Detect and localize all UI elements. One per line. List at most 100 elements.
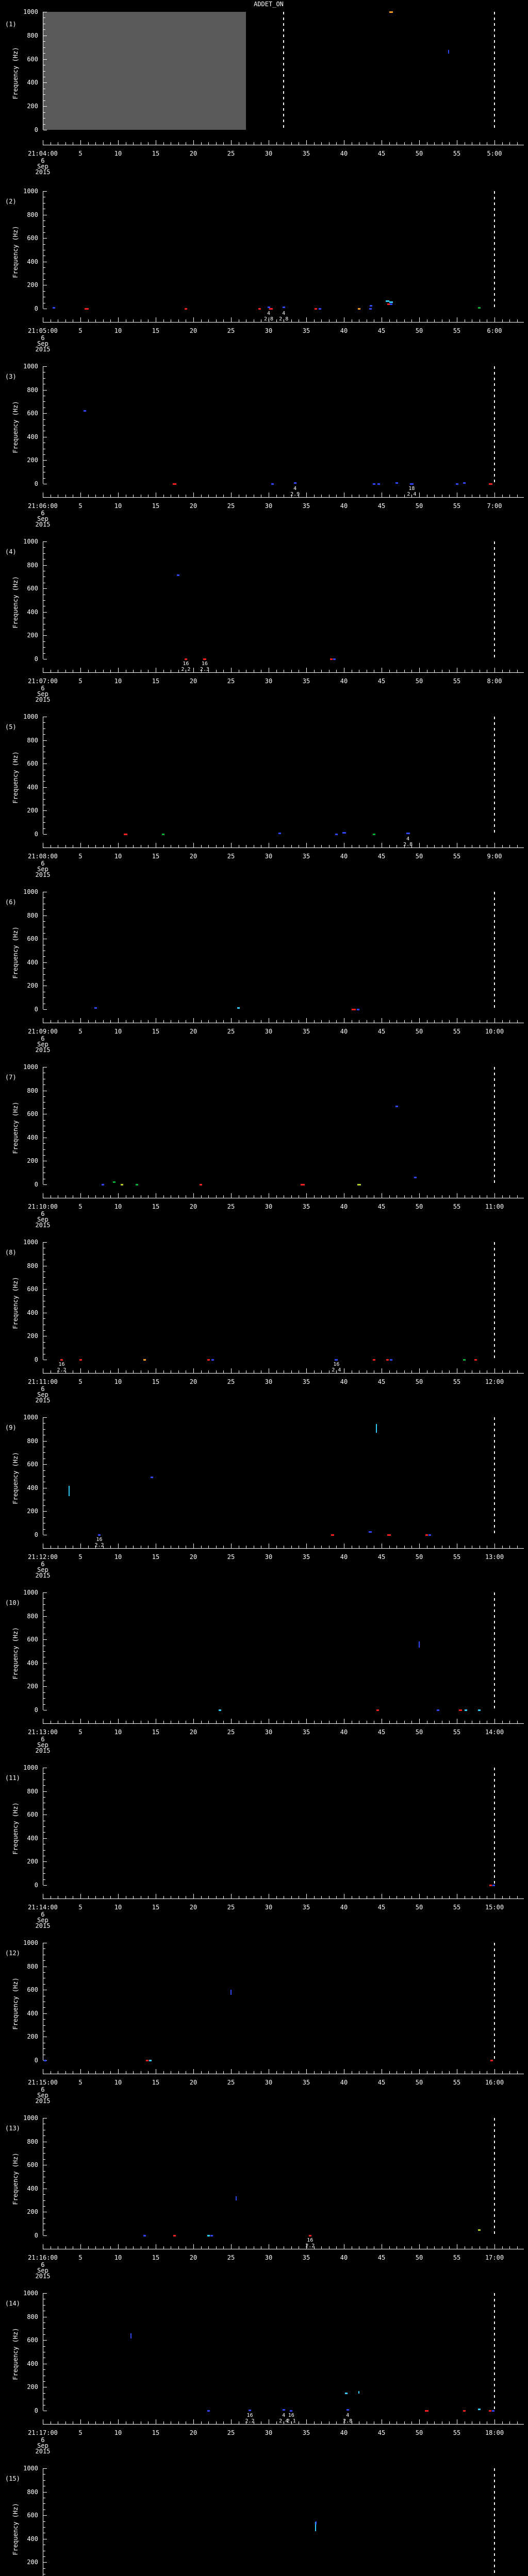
data-point [218,1709,221,1711]
x-tick [306,2244,307,2249]
x-minor-tick [223,1896,224,1899]
x-tick-label: 5 [78,2429,82,2436]
chart-title: ADDET_ON [254,1,284,8]
x-minor-tick [88,1896,89,1899]
data-point [237,1007,240,1009]
date-label: 2015 [35,1747,51,1754]
x-minor-tick [223,2071,224,2074]
x-tick-label: 5 [78,1728,82,1736]
x-minor-tick [336,2071,337,2074]
x-minor-tick [133,1546,134,1548]
x-tick-label: 15 [152,2079,160,2086]
y-minor-tick [43,968,45,969]
x-tick [118,140,119,145]
x-minor-tick [216,1721,217,1723]
annotation-top: 4 [282,2413,286,2418]
x-minor-tick [291,2246,292,2249]
x-tick [494,1193,495,1198]
y-minor-tick [43,1342,45,1343]
x-minor-tick [449,1020,450,1023]
y-tick [43,1885,47,1886]
start-time-label: 21:08:00 [28,853,58,860]
x-tick [118,2419,119,2424]
x-tick [419,1193,420,1198]
y-tick [43,106,47,107]
y-minor-tick [43,734,45,735]
x-tick-label: 50 [415,1553,423,1561]
x-tick [231,493,232,497]
x-minor-tick [223,2246,224,2249]
x-minor-tick [110,495,111,497]
x-tick [419,317,420,322]
x-minor-tick [389,1020,390,1023]
x-tick [494,2419,495,2424]
x-minor-tick [411,142,412,145]
x-minor-tick [110,845,111,848]
x-minor-tick [88,1546,89,1548]
x-minor-tick [509,1195,510,1198]
y-tick-label: 600 [27,55,38,63]
end-time-label: 5:00 [487,150,502,157]
x-tick-label: 30 [265,2254,273,2261]
y-minor-tick [43,1704,45,1705]
x-minor-tick [404,319,405,322]
y-tick-label: 0 [34,126,38,133]
x-minor-tick [223,1546,224,1548]
x-axis [43,2424,524,2425]
y-tick-label: 600 [27,1811,38,1819]
x-minor-tick [208,1721,209,1723]
y-minor-tick [43,1149,45,1150]
x-tick-label: 55 [453,1553,461,1561]
x-tick-label: 25 [227,2079,235,2086]
data-point [344,2392,348,2394]
y-tick-label: 1000 [23,8,38,15]
x-axis [43,1723,524,1724]
x-tick-label: 45 [377,677,386,685]
panel-label: (6) [5,899,16,906]
data-point [357,1009,360,1010]
x-tick [118,317,119,322]
x-minor-tick [133,1721,134,1723]
x-tick [494,1544,495,1548]
x-tick [494,2069,495,2074]
x-minor-tick [276,2246,277,2249]
y-tick [43,962,47,963]
y-tick [43,1464,47,1465]
x-minor-tick [163,670,164,672]
panel-label: (5) [5,723,16,731]
x-minor-tick [517,1195,518,1198]
x-minor-tick [321,1721,322,1723]
x-minor-tick [314,845,315,848]
x-minor-tick [65,2421,66,2424]
x-minor-tick [110,2071,111,2074]
data-point [200,1184,203,1185]
x-tick [306,1018,307,1023]
annotation-bottom: 2.2 [245,2418,255,2424]
x-minor-tick [216,1370,217,1373]
date-label: 2015 [35,1572,51,1579]
y-minor-tick [43,653,45,654]
y-tick [43,740,47,741]
data-point [389,301,393,303]
x-minor-tick [517,495,518,497]
y-tick-label: 0 [34,1356,38,1363]
data-point [335,1359,338,1361]
y-minor-tick [43,2025,45,2026]
y-tick-label: 0 [34,655,38,663]
y-minor-tick [43,1330,45,1331]
x-tick-label: 10 [114,1728,122,1736]
x-tick-label: 20 [189,2079,197,2086]
y-minor-tick [43,1984,45,1985]
x-minor-tick [411,2421,412,2424]
x-minor-tick [163,142,164,145]
x-tick [118,1719,119,1723]
y-minor-tick [43,2200,45,2201]
x-minor-tick [110,1896,111,1899]
x-minor-tick [404,2246,405,2249]
x-minor-tick [449,319,450,322]
x-minor-tick [178,495,179,497]
y-minor-tick [43,2171,45,2172]
x-minor-tick [201,319,202,322]
panel-13: (13) Frequency (Hz) 0 200 400 600 800 1000 21:16… [0,2113,528,2289]
dashed-marker [494,12,495,130]
